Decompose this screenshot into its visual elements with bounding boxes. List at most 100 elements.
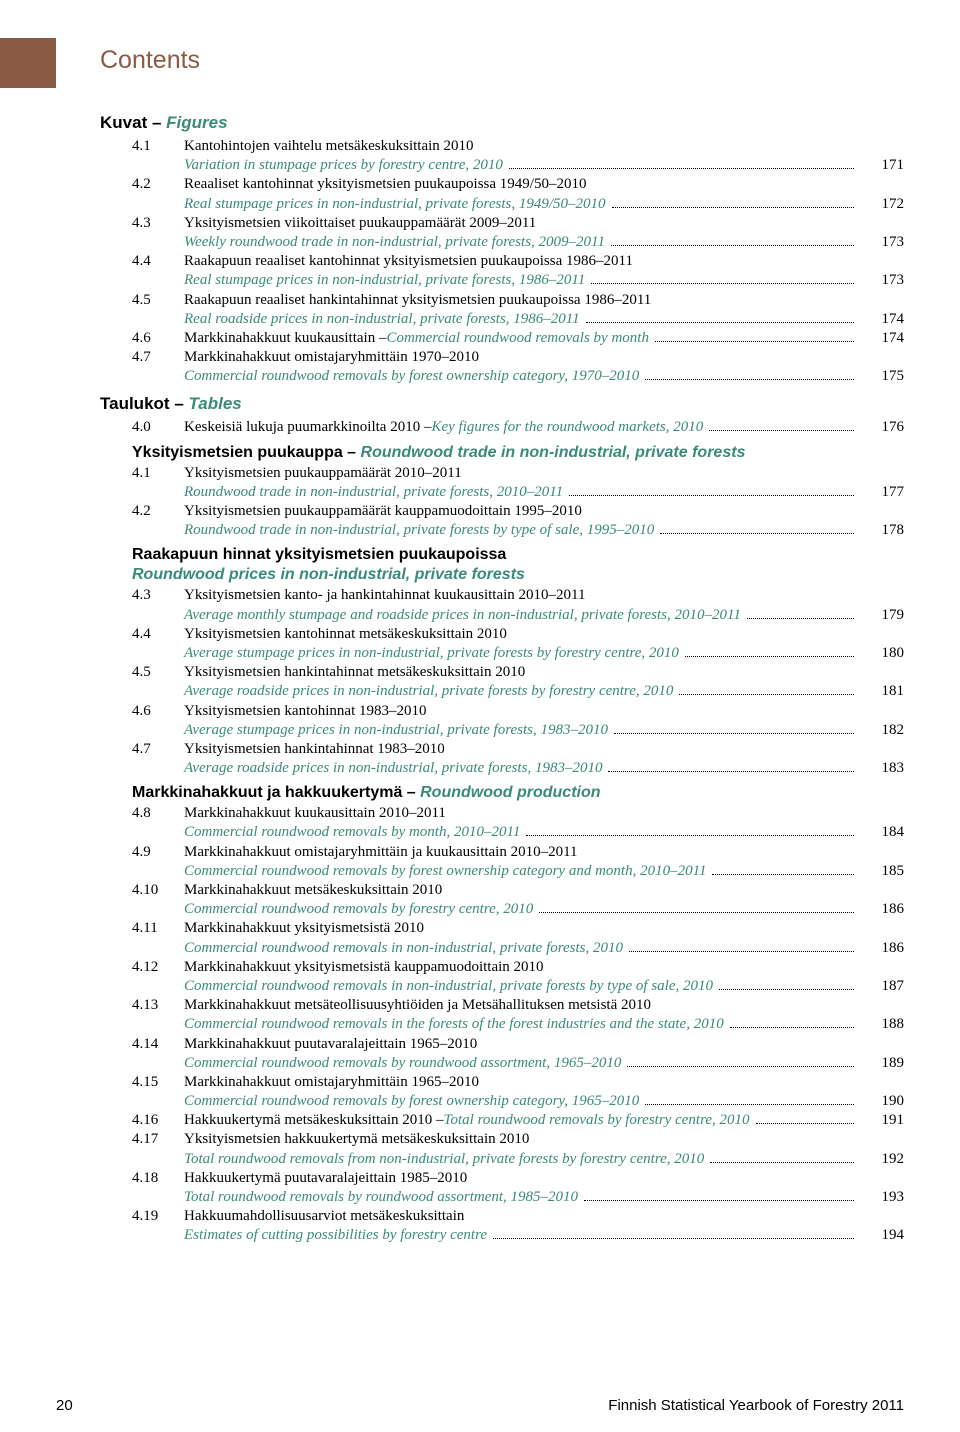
heading-fi: Markkinahakkuut ja hakkuukertymä – xyxy=(132,784,420,801)
toc-entry: 4.6Yksityismetsien kantohinnat 1983–2010… xyxy=(132,702,904,740)
entry-body: Markkinahakkuut kuukausittain – Commerci… xyxy=(184,329,904,348)
entry-page: 171 xyxy=(860,156,904,175)
entry-title-fi: Kantohintojen vaihtelu metsäkeskuksittai… xyxy=(184,137,474,156)
entry-title-en: Variation in stumpage prices by forestry… xyxy=(184,156,503,175)
entry-number: 4.7 xyxy=(132,740,184,778)
entry-number: 4.5 xyxy=(132,291,184,329)
leader-dots xyxy=(660,533,854,534)
entry-title-fi: Markkinahakkuut kuukausittain – xyxy=(184,329,386,348)
toc-entry: 4.4Yksityismetsien kantohinnat metsäkesk… xyxy=(132,625,904,663)
toc-entry: 4.0Keskeisiä lukuja puumarkkinoilta 2010… xyxy=(132,418,904,437)
entry-page: 177 xyxy=(860,483,904,502)
toc-entry: 4.15Markkinahakkuut omistajaryhmittäin 1… xyxy=(132,1073,904,1111)
toc-entry: 4.9Markkinahakkuut omistajaryhmittäin ja… xyxy=(132,843,904,881)
entry-body: Hakkuumahdollisuusarviot metsäkeskuksitt… xyxy=(184,1207,904,1245)
toc-entry: 4.16Hakkuukertymä metsäkeskuksittain 201… xyxy=(132,1111,904,1130)
leader-dots xyxy=(509,168,854,169)
entry-title-fi: Hakkuumahdollisuusarviot metsäkeskuksitt… xyxy=(184,1207,464,1226)
page: Contents Kuvat – Figures4.1Kantohintojen… xyxy=(0,0,960,1432)
entry-title-fi: Hakkuukertymä metsäkeskuksittain 2010 – xyxy=(184,1111,444,1130)
leader-dots xyxy=(679,694,854,695)
toc-entry: 4.1Kantohintojen vaihtelu metsäkeskuksit… xyxy=(132,137,904,175)
entry-page: 190 xyxy=(860,1092,904,1111)
entry-title-en: Roundwood trade in non-industrial, priva… xyxy=(184,521,654,540)
entry-title-en: Commercial roundwood removals by forest … xyxy=(184,1092,639,1111)
leader-dots xyxy=(747,618,854,619)
entry-page: 173 xyxy=(860,271,904,290)
entry-body: Markkinahakkuut omistajaryhmittäin ja ku… xyxy=(184,843,904,881)
entry-body: Markkinahakkuut omistajaryhmittäin 1970–… xyxy=(184,348,904,386)
entry-number: 4.18 xyxy=(132,1169,184,1207)
entry-title-en: Commercial roundwood removals by month xyxy=(386,329,648,348)
entry-body: Yksityismetsien hankintahinnat 1983–2010… xyxy=(184,740,904,778)
entry-body: Keskeisiä lukuja puumarkkinoilta 2010 – … xyxy=(184,418,904,437)
entry-title-fi: Markkinahakkuut omistajaryhmittäin 1970–… xyxy=(184,348,479,367)
entry-body: Markkinahakkuut metsäteollisuusyhtiöiden… xyxy=(184,996,904,1034)
entry-number: 4.11 xyxy=(132,919,184,957)
page-footer: 20 Finnish Statistical Yearbook of Fores… xyxy=(56,1397,904,1414)
entry-page: 186 xyxy=(860,939,904,958)
entry-page: 183 xyxy=(860,759,904,778)
entry-page: 194 xyxy=(860,1226,904,1245)
entry-title-fi: Yksityismetsien hankintahinnat metsäkesk… xyxy=(184,663,525,682)
entry-title-en: Estimates of cutting possibilities by fo… xyxy=(184,1226,487,1245)
entry-page: 172 xyxy=(860,195,904,214)
entry-title-en: Real roadside prices in non-industrial, … xyxy=(184,310,580,329)
toc-entry: 4.19Hakkuumahdollisuusarviot metsäkeskuk… xyxy=(132,1207,904,1245)
entry-page: 180 xyxy=(860,644,904,663)
leader-dots xyxy=(645,379,854,380)
toc-entry: 4.3Yksityismetsien viikoittaiset puukaup… xyxy=(132,214,904,252)
entry-title-en: Average roadside prices in non-industria… xyxy=(184,759,602,778)
entry-number: 4.1 xyxy=(132,464,184,502)
entry-number: 4.6 xyxy=(132,702,184,740)
entry-number: 4.2 xyxy=(132,175,184,213)
leader-dots xyxy=(591,283,854,284)
entry-title-en: Real stumpage prices in non-industrial, … xyxy=(184,271,585,290)
entry-page: 188 xyxy=(860,1015,904,1034)
toc-entry: 4.5Raakapuun reaaliset hankintahinnat yk… xyxy=(132,291,904,329)
heading-en: Roundwood trade in non-industrial, priva… xyxy=(361,444,746,461)
toc-entry: 4.13Markkinahakkuut metsäteollisuusyhtiö… xyxy=(132,996,904,1034)
header-accent-bar xyxy=(0,38,56,88)
leader-dots xyxy=(584,1200,854,1201)
leader-dots xyxy=(539,912,854,913)
toc-entry: 4.6Markkinahakkuut kuukausittain – Comme… xyxy=(132,329,904,348)
entry-title-fi: Hakkuukertymä puutavaralajeittain 1985–2… xyxy=(184,1169,467,1188)
entry-number: 4.1 xyxy=(132,137,184,175)
entry-page: 192 xyxy=(860,1150,904,1169)
entry-page: 176 xyxy=(860,418,904,437)
leader-dots xyxy=(756,1123,854,1124)
subsection-heading: Markkinahakkuut ja hakkuukertymä – Round… xyxy=(132,784,904,802)
entry-title-fi: Markkinahakkuut metsäteollisuusyhtiöiden… xyxy=(184,996,651,1015)
entry-number: 4.17 xyxy=(132,1130,184,1168)
entry-page: 181 xyxy=(860,682,904,701)
leader-dots xyxy=(712,874,854,875)
entry-body: Markkinahakkuut omistajaryhmittäin 1965–… xyxy=(184,1073,904,1111)
leader-dots xyxy=(645,1104,854,1105)
heading-fi: Yksityismetsien puukauppa – xyxy=(132,444,361,461)
entry-title-fi: Markkinahakkuut omistajaryhmittäin ja ku… xyxy=(184,843,578,862)
entry-title-fi: Markkinahakkuut omistajaryhmittäin 1965–… xyxy=(184,1073,479,1092)
section-heading: Taulukot – Tables xyxy=(100,394,904,414)
entry-page: 182 xyxy=(860,721,904,740)
entry-title-en: Commercial roundwood removals by roundwo… xyxy=(184,1054,621,1073)
entry-title-fi: Raakapuun reaaliset hankintahinnat yksit… xyxy=(184,291,651,310)
entry-title-fi: Markkinahakkuut yksityismetsistä kauppam… xyxy=(184,958,544,977)
entry-body: Markkinahakkuut yksityismetsistä 2010Com… xyxy=(184,919,904,957)
toc-entry: 4.12Markkinahakkuut yksityismetsistä kau… xyxy=(132,958,904,996)
entry-number: 4.19 xyxy=(132,1207,184,1245)
leader-dots xyxy=(493,1238,854,1239)
heading-en: Roundwood production xyxy=(420,784,600,801)
entry-body: Raakapuun reaaliset hankintahinnat yksit… xyxy=(184,291,904,329)
leader-dots xyxy=(586,322,854,323)
entry-title-fi: Yksityismetsien kantohinnat metsäkeskuks… xyxy=(184,625,507,644)
entry-title-en: Commercial roundwood removals by forest … xyxy=(184,367,639,386)
entry-title-fi: Reaaliset kantohinnat yksityismetsien pu… xyxy=(184,175,586,194)
entry-body: Markkinahakkuut kuukausittain 2010–2011C… xyxy=(184,804,904,842)
entry-number: 4.4 xyxy=(132,252,184,290)
leader-dots xyxy=(685,656,854,657)
toc-entry: 4.7Yksityismetsien hankintahinnat 1983–2… xyxy=(132,740,904,778)
entry-number: 4.16 xyxy=(132,1111,184,1130)
toc-entry: 4.5Yksityismetsien hankintahinnat metsäk… xyxy=(132,663,904,701)
leader-dots xyxy=(569,495,854,496)
